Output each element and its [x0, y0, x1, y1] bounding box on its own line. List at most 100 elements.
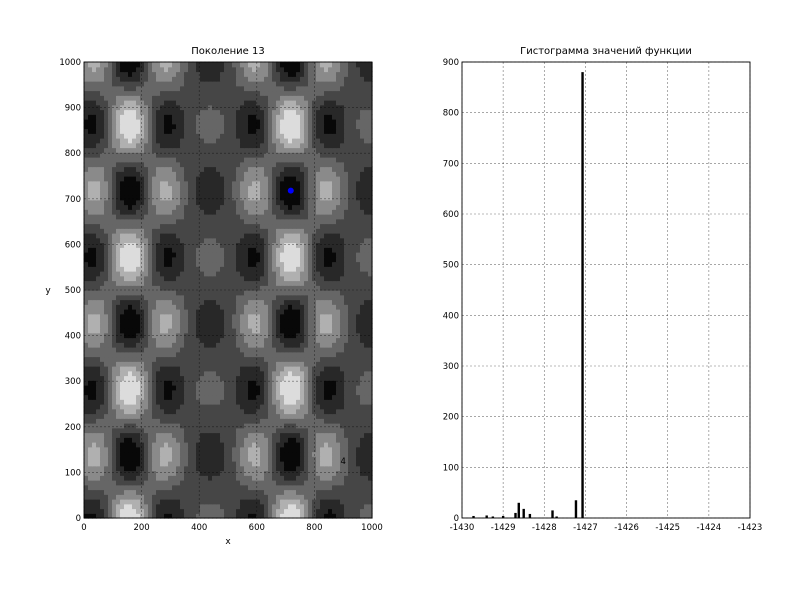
contour-cell — [132, 271, 137, 277]
contour-cell — [256, 290, 261, 296]
contour-cell — [344, 280, 349, 286]
contour-cell — [296, 470, 301, 476]
contour-cell — [212, 218, 217, 225]
contour-cell — [324, 503, 329, 510]
contour-cell — [364, 218, 369, 225]
contour-cell — [288, 437, 293, 443]
contour-cell — [236, 394, 241, 400]
contour-cell — [356, 214, 361, 220]
contour-cell — [288, 204, 293, 210]
contour-cell — [188, 261, 193, 267]
contour-cell — [300, 204, 305, 210]
contour-cell — [216, 347, 221, 353]
contour-cell — [112, 494, 117, 500]
contour-cell — [88, 237, 93, 244]
contour-cell — [104, 465, 109, 472]
contour-cell — [344, 214, 349, 220]
contour-cell — [312, 290, 317, 296]
contour-cell — [320, 404, 325, 410]
contour-cell — [232, 190, 237, 196]
contour-cell — [220, 318, 225, 324]
contour-cell — [292, 328, 297, 334]
contour-cell — [244, 437, 249, 443]
contour-cell — [256, 337, 261, 343]
contour-cell — [108, 456, 113, 462]
contour-cell — [216, 218, 221, 225]
contour-cell — [328, 432, 333, 438]
contour-cell — [212, 318, 217, 324]
contour-cell — [116, 408, 121, 415]
contour-cell — [220, 451, 225, 457]
contour-cell — [88, 446, 93, 453]
contour-cell — [104, 375, 109, 381]
contour-cell — [316, 385, 321, 391]
contour-cell — [320, 237, 325, 244]
contour-cell — [324, 394, 329, 400]
contour-cell — [160, 328, 165, 334]
contour-cell — [96, 370, 101, 377]
contour-cell — [184, 361, 189, 367]
contour-cell — [316, 199, 321, 206]
contour-cell — [100, 399, 105, 405]
contour-cell — [176, 275, 181, 282]
contour-cell — [268, 451, 273, 457]
contour-cell — [200, 413, 205, 419]
contour-cell — [304, 375, 309, 381]
contour-cell — [280, 370, 285, 377]
contour-cell — [192, 375, 197, 381]
contour-cell — [200, 437, 205, 443]
contour-cell — [124, 385, 129, 391]
contour-cell — [120, 233, 125, 239]
contour-cell — [304, 237, 309, 244]
contour-cell — [348, 465, 353, 472]
contour-cell — [188, 470, 193, 476]
contour-cell — [84, 489, 89, 495]
contour-cell — [284, 456, 289, 462]
contour-cell — [192, 275, 197, 282]
contour-cell — [208, 404, 213, 410]
contour-cell — [152, 285, 157, 291]
contour-cell — [320, 256, 325, 263]
contour-cell — [88, 385, 93, 391]
contour-cell — [308, 499, 313, 505]
contour-cell — [364, 437, 369, 443]
contour-cell — [308, 275, 313, 282]
contour-cell — [208, 347, 213, 353]
contour-cell — [348, 228, 353, 234]
contour-cell — [212, 394, 217, 400]
contour-cell — [368, 361, 373, 367]
contour-cell — [112, 489, 117, 495]
contour-cell — [340, 190, 345, 196]
contour-cell — [308, 247, 313, 253]
contour-cell — [292, 399, 297, 405]
contour-cell — [112, 261, 117, 267]
contour-cell — [116, 328, 121, 334]
contour-cell — [168, 209, 173, 215]
contour-cell — [188, 280, 193, 286]
contour-cell — [172, 389, 177, 396]
contour-cell — [308, 209, 313, 215]
contour-cell — [100, 294, 105, 301]
contour-cell — [128, 309, 133, 315]
contour-cell — [108, 280, 113, 286]
contour-cell — [172, 247, 177, 253]
contour-cell — [316, 437, 321, 443]
contour-cell — [328, 484, 333, 491]
contour-cell — [192, 328, 197, 334]
contour-cell — [324, 252, 329, 258]
contour-cell — [340, 385, 345, 391]
contour-cell — [228, 256, 233, 263]
contour-cell — [208, 204, 213, 210]
contour-cell — [320, 332, 325, 339]
contour-cell — [284, 451, 289, 457]
contour-cell — [88, 242, 93, 248]
contour-cell — [224, 508, 229, 514]
contour-cell — [264, 280, 269, 286]
contour-cell — [280, 199, 285, 206]
contour-cell — [184, 199, 189, 206]
contour-cell — [84, 480, 89, 486]
contour-cell — [264, 247, 269, 253]
contour-cell — [192, 389, 197, 396]
contour-cell — [136, 271, 141, 277]
contour-cell — [220, 266, 225, 272]
